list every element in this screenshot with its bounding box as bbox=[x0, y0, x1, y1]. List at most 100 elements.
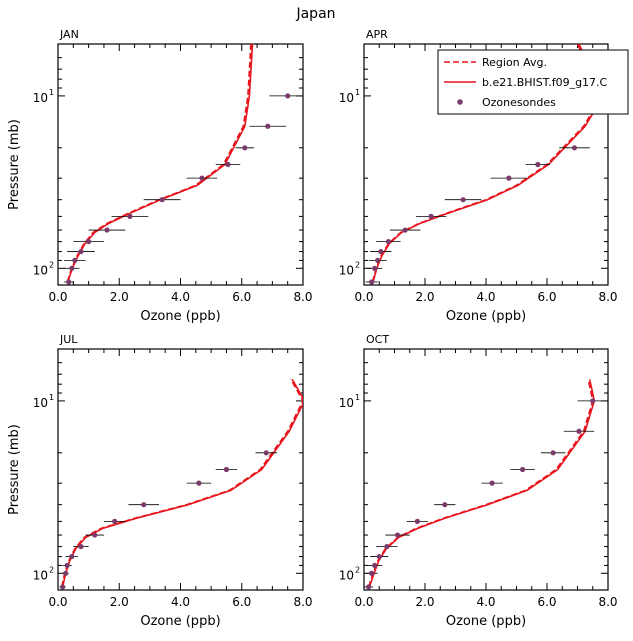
sonde-point bbox=[69, 265, 75, 271]
plot-data bbox=[364, 379, 608, 590]
x-tick-label: 6.0 bbox=[232, 290, 251, 304]
sonde-point bbox=[375, 257, 381, 264]
sonde-point bbox=[535, 161, 541, 168]
region-avg-line bbox=[60, 379, 303, 588]
sonde-point bbox=[571, 145, 578, 151]
sonde-point bbox=[550, 450, 556, 456]
sonde-point bbox=[372, 265, 378, 271]
y-tick-label: 10 bbox=[33, 568, 48, 582]
x-tick-label: 4.0 bbox=[171, 595, 190, 609]
y-tick-exponent: 2 bbox=[355, 260, 360, 269]
sonde-point bbox=[365, 584, 372, 590]
y-tick-exponent: 1 bbox=[355, 393, 360, 402]
plot-frame bbox=[57, 348, 304, 591]
sonde-point bbox=[590, 398, 596, 404]
plot-frame bbox=[363, 348, 609, 591]
plot-data bbox=[59, 379, 303, 590]
legend: Region Avg. b.e21.BHIST.f09_g17.C Ozoneson… bbox=[437, 49, 629, 115]
sonde-point bbox=[66, 279, 72, 285]
region-avg-line bbox=[371, 44, 603, 283]
sonde-point bbox=[394, 532, 401, 538]
sonde-point bbox=[385, 238, 391, 245]
sonde-point bbox=[265, 123, 271, 129]
sonde-point bbox=[199, 175, 205, 181]
y-tick-exponent: 2 bbox=[49, 565, 54, 574]
sonde-point bbox=[225, 161, 231, 168]
x-tick-label: 0.0 bbox=[48, 595, 67, 609]
plot-frame bbox=[57, 43, 304, 286]
panel-label: OCT bbox=[366, 333, 389, 346]
sonde-point bbox=[86, 238, 92, 245]
sonde-point bbox=[63, 570, 69, 576]
x-tick-label: 0.0 bbox=[48, 290, 67, 304]
x-axis-label: Ozone (ppb) bbox=[446, 309, 526, 324]
y-tick-exponent: 1 bbox=[355, 88, 360, 97]
x-tick-label: 6.0 bbox=[537, 595, 556, 609]
y-tick-exponent: 1 bbox=[49, 393, 54, 402]
plot-data bbox=[64, 44, 303, 285]
sonde-point bbox=[378, 248, 384, 255]
x-tick-label: 4.0 bbox=[476, 290, 495, 304]
sonde-point bbox=[104, 227, 110, 233]
sonde-point bbox=[520, 466, 526, 473]
sonde-point bbox=[376, 553, 382, 560]
y-axis-label: Pressure (mb) bbox=[7, 119, 22, 210]
legend-label: b.e21.BHIST.f09_g17.C bbox=[482, 76, 608, 89]
y-tick-exponent: 2 bbox=[49, 260, 54, 269]
sonde-point bbox=[414, 518, 420, 524]
x-axis-label: Ozone (ppb) bbox=[140, 309, 220, 324]
x-tick-label: 2.0 bbox=[110, 595, 129, 609]
sonde-point bbox=[112, 518, 118, 524]
y-tick-exponent: 1 bbox=[49, 88, 54, 97]
model-line bbox=[67, 44, 254, 283]
panel-label: APR bbox=[366, 28, 388, 41]
x-axis-label: Ozone (ppb) bbox=[446, 614, 526, 629]
sonde-point bbox=[159, 197, 165, 203]
sonde-point bbox=[78, 543, 84, 550]
sonde-point bbox=[506, 175, 512, 181]
model-line bbox=[61, 379, 303, 588]
sonde-point bbox=[223, 466, 230, 473]
sonde-point bbox=[428, 213, 434, 219]
y-tick-label: 10 bbox=[339, 568, 354, 582]
x-tick-label: 8.0 bbox=[598, 595, 617, 609]
x-tick-label: 2.0 bbox=[110, 290, 129, 304]
y-axis-label: Pressure (mb) bbox=[7, 424, 22, 515]
x-tick-label: 6.0 bbox=[537, 290, 556, 304]
region-avg-line bbox=[66, 44, 252, 283]
x-axis-label: Ozone (ppb) bbox=[140, 614, 220, 629]
sonde-point bbox=[369, 570, 375, 576]
x-tick-label: 0.0 bbox=[354, 290, 373, 304]
x-tick-label: 6.0 bbox=[232, 595, 251, 609]
x-tick-label: 8.0 bbox=[293, 595, 312, 609]
panel-label: JUL bbox=[59, 333, 78, 346]
sonde-point bbox=[460, 197, 466, 203]
sonde-point bbox=[59, 584, 66, 590]
sonde-point bbox=[369, 279, 375, 285]
x-tick-label: 2.0 bbox=[415, 595, 434, 609]
sonde-point bbox=[372, 562, 378, 569]
sonde-point bbox=[64, 562, 70, 569]
y-tick-label: 10 bbox=[339, 396, 354, 410]
sonde-point bbox=[402, 227, 408, 233]
y-tick-label: 10 bbox=[33, 263, 48, 277]
sonde-point bbox=[384, 543, 390, 550]
plot-data bbox=[365, 44, 605, 285]
y-tick-exponent: 2 bbox=[355, 565, 360, 574]
sonde-point bbox=[442, 502, 448, 508]
sonde-point bbox=[72, 257, 78, 264]
x-tick-label: 8.0 bbox=[598, 290, 617, 304]
y-tick-label: 10 bbox=[339, 263, 354, 277]
panel-label: JAN bbox=[59, 28, 79, 41]
sonde-point bbox=[263, 450, 269, 456]
x-tick-label: 0.0 bbox=[354, 595, 373, 609]
sonde-point bbox=[92, 532, 98, 538]
y-tick-label: 10 bbox=[33, 396, 48, 410]
x-tick-label: 4.0 bbox=[171, 290, 190, 304]
y-tick-label: 10 bbox=[339, 91, 354, 105]
sonde-point bbox=[285, 93, 291, 99]
